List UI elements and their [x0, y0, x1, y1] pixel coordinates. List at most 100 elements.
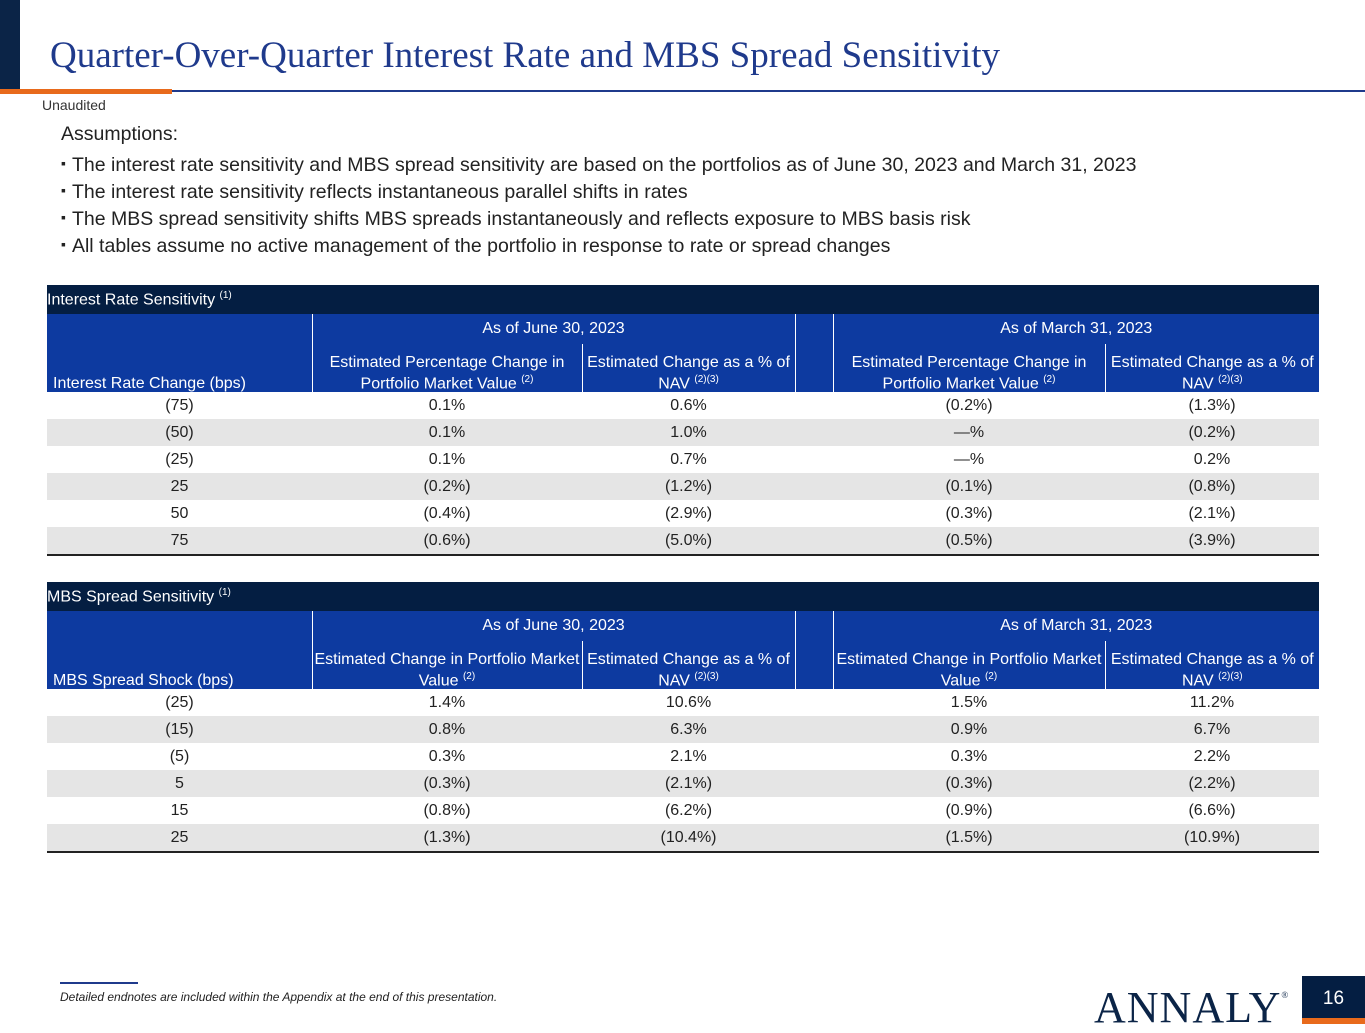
table-cell: (0.3%) [833, 770, 1105, 797]
empty-header-cell [47, 314, 312, 344]
table-row: (25) 0.1% 0.7% —% 0.2% [47, 446, 1319, 473]
assumption-bullet: All tables assume no active management o… [61, 232, 1136, 259]
table-cell: (5.0%) [582, 527, 795, 556]
table-cell: 0.6% [670, 396, 707, 414]
table-cell: 10.6% [665, 693, 712, 711]
table-cell: 2.2% [1193, 747, 1231, 765]
corner-accent-bar [0, 0, 20, 90]
table-cell: (0.2%) [1105, 419, 1320, 446]
table-cell: (5) [169, 747, 190, 765]
table-cell: (10.9%) [1105, 824, 1320, 853]
table-cell: (0.2%) [312, 473, 582, 500]
table-cell: 0.1% [312, 419, 582, 446]
col-header-nav-change: Estimated Change as a % of NAV (2)(3) [1104, 344, 1320, 392]
table-title-row: Interest Rate Sensitivity (1) [47, 285, 1320, 314]
table-row: 75 (0.6%) (5.0%) (0.5%) (3.9%) [47, 527, 1320, 556]
table-cell: (2.2%) [1105, 770, 1320, 797]
table-cell: (6.6%) [1188, 801, 1236, 819]
column-header-row: Interest Rate Change (bps) Estimated Per… [47, 344, 1320, 392]
table-cell: (0.9%) [945, 801, 993, 819]
table-cell: (25) [165, 450, 194, 468]
gap-cell [795, 527, 833, 556]
table-cell: (0.2%) [945, 396, 993, 414]
col-header-nav-change: Estimated Change as a % of NAV (2)(3) [581, 641, 795, 689]
gap-cell [795, 770, 833, 797]
table-cell: 6.7% [1105, 716, 1320, 743]
gap-cell [795, 446, 833, 473]
table-cell: 6.3% [582, 716, 795, 743]
table-cell: —% [833, 419, 1105, 446]
table-cell: (6.2%) [664, 801, 713, 819]
gap-cell [794, 611, 833, 641]
gap-cell [794, 641, 833, 689]
table-row: 5 (0.3%) (2.1%) (0.3%) (2.2%) [47, 770, 1320, 797]
table-row: (50) 0.1% 1.0% —% (0.2%) [47, 419, 1320, 446]
col-header-nav-change: Estimated Change as a % of NAV (2)(3) [581, 344, 795, 392]
page-number-accent [1302, 1018, 1365, 1024]
title-rule [172, 90, 1365, 92]
mbs-spread-sensitivity-table: MBS Spread Sensitivity (1) As of June 30… [47, 582, 1320, 853]
table-cell: (15) [47, 716, 312, 743]
gap-cell [795, 473, 833, 500]
page-title: Quarter-Over-Quarter Interest Rate and M… [50, 35, 1000, 76]
footnote-rule [60, 982, 138, 984]
table-cell: (0.3%) [945, 504, 993, 522]
row-label-header: MBS Spread Shock (bps) [47, 641, 312, 689]
table-cell: 0.2% [1193, 450, 1231, 468]
period-june-header: As of June 30, 2023 [311, 611, 795, 641]
table-cell: 5 [47, 770, 312, 797]
table-cell: 0.9% [833, 716, 1105, 743]
table-cell: (10.4%) [582, 824, 795, 853]
title-rule-accent [0, 89, 172, 94]
period-header-row: As of June 30, 2023 As of March 31, 2023 [47, 611, 1320, 641]
col-header-portfolio-value: Estimated Percentage Change in Portfolio… [311, 344, 582, 392]
table-cell: (0.8%) [423, 801, 471, 819]
table-cell: 25 [47, 473, 312, 500]
table-row: 25 (1.3%) (10.4%) (1.5%) (10.9%) [47, 824, 1320, 853]
gap-cell [795, 716, 833, 743]
empty-header-cell [47, 611, 312, 641]
table-cell: 0.1% [428, 396, 466, 414]
table-cell: 1.5% [950, 693, 988, 711]
interest-rate-sensitivity-table: Interest Rate Sensitivity (1) As of June… [47, 285, 1320, 556]
table-cell: (0.6%) [312, 527, 582, 556]
table-cell: (1.3%) [1188, 396, 1236, 414]
table-row: (5) 0.3% 2.1% 0.3% 2.2% [47, 743, 1319, 770]
col-header-portfolio-value: Estimated Change in Portfolio Market Val… [832, 641, 1105, 689]
footnote: Detailed endnotes are included within th… [60, 990, 498, 1004]
table-row: 50 (0.4%) (2.9%) (0.3%) (2.1%) [47, 500, 1319, 527]
gap-cell [795, 824, 833, 853]
period-march-header: As of March 31, 2023 [832, 611, 1320, 641]
table-cell: (1.3%) [312, 824, 582, 853]
assumptions-block: Assumptions: The interest rate sensitivi… [61, 122, 1136, 259]
col-header-portfolio-value: Estimated Percentage Change in Portfolio… [832, 344, 1105, 392]
table-cell: (75) [165, 396, 194, 414]
table-cell: (3.9%) [1105, 527, 1320, 556]
period-march-header: As of March 31, 2023 [832, 314, 1320, 344]
table-cell: 0.1% [428, 450, 466, 468]
table-cell: (25) [165, 693, 194, 711]
table-cell: 15 [170, 801, 189, 819]
gap-cell [794, 314, 833, 344]
table-title-row: MBS Spread Sensitivity (1) [47, 582, 1320, 611]
assumption-bullet: The interest rate sensitivity reflects i… [61, 178, 1136, 205]
gap-cell [795, 743, 833, 770]
table-cell: (2.1%) [1188, 504, 1236, 522]
col-header-portfolio-value: Estimated Change in Portfolio Market Val… [311, 641, 582, 689]
assumption-bullet: The interest rate sensitivity and MBS sp… [61, 151, 1136, 178]
gap-cell [794, 344, 833, 392]
assumptions-heading: Assumptions: [61, 123, 179, 145]
col-header-nav-change: Estimated Change as a % of NAV (2)(3) [1104, 641, 1320, 689]
table-cell: 2.1% [670, 747, 707, 765]
gap-cell [795, 419, 833, 446]
table-cell: 25 [47, 824, 312, 853]
table-cell: (0.1%) [833, 473, 1105, 500]
gap-cell [795, 500, 833, 527]
table-cell: (2.9%) [664, 504, 713, 522]
table-title: MBS Spread Sensitivity (1) [47, 582, 1320, 611]
table-cell: 0.8% [312, 716, 582, 743]
table-cell: 1.0% [582, 419, 795, 446]
table-row: (15) 0.8% 6.3% 0.9% 6.7% [47, 716, 1320, 743]
table-cell: —% [953, 450, 985, 468]
table-row: (25) 1.4% 10.6% 1.5% 11.2% [47, 689, 1319, 716]
